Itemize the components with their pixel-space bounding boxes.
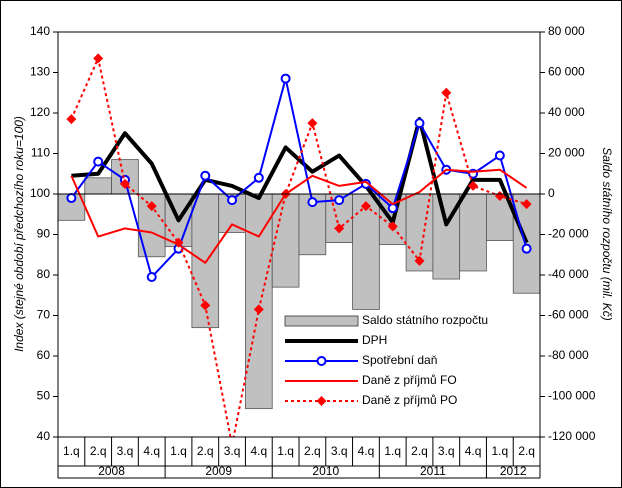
x-tick-label: 2.q xyxy=(411,444,428,458)
x-tick-label: 4.q xyxy=(250,444,267,458)
bar xyxy=(459,193,487,272)
y2-tick-label: -20 000 xyxy=(548,227,589,241)
x-tick-label: 2.q xyxy=(518,444,535,458)
x-tick-label: 3.q xyxy=(331,444,348,458)
x-tick-label: 3.q xyxy=(438,444,455,458)
y-tick-label: 70 xyxy=(37,308,51,322)
marker xyxy=(280,73,291,84)
marker xyxy=(360,201,371,212)
x-tick-label: 2.q xyxy=(304,444,321,458)
marker xyxy=(200,300,211,311)
legend-label: Daně z příjmů PO xyxy=(362,393,457,407)
marker xyxy=(200,170,211,181)
y2-tick-label: -120 000 xyxy=(548,429,596,443)
marker xyxy=(334,195,345,206)
marker xyxy=(316,396,327,406)
marker xyxy=(146,201,157,212)
x-tick-label: 3.q xyxy=(224,444,241,458)
marker xyxy=(387,221,398,232)
marker xyxy=(66,193,77,204)
y-tick-label: 40 xyxy=(37,429,51,443)
x-tick-label: 3.q xyxy=(117,444,134,458)
marker xyxy=(316,356,327,366)
x-tick-label: 1.q xyxy=(170,444,187,458)
bar xyxy=(245,193,273,410)
marker xyxy=(387,203,398,214)
marker xyxy=(414,118,425,129)
legend-label: Spotřební daň xyxy=(362,353,437,367)
y2-tick-label: -40 000 xyxy=(548,267,589,281)
y-tick-label: 90 xyxy=(37,227,51,241)
marker xyxy=(307,197,318,208)
legend: Saldo státního rozpočtu DPH Spotřební daň D… xyxy=(283,310,537,414)
y-tick-label: 50 xyxy=(37,389,51,403)
y-axis-title: Index (stejné období předchozího roku=10… xyxy=(12,116,26,352)
marker xyxy=(173,237,184,248)
x-group-label: 2011 xyxy=(420,464,446,478)
y2-tick-label: -60 000 xyxy=(548,308,589,322)
marker xyxy=(414,255,425,266)
y-tick-label: 120 xyxy=(30,105,50,119)
x-group-label: 2009 xyxy=(205,464,232,478)
line xyxy=(70,168,528,264)
y-tick-label: 60 xyxy=(37,348,51,362)
marker xyxy=(468,180,479,191)
marker xyxy=(93,156,104,167)
x-group-label: 2010 xyxy=(312,464,339,478)
marker xyxy=(521,243,532,254)
marker xyxy=(119,178,130,189)
legend-label: DPH xyxy=(362,333,387,347)
marker xyxy=(253,304,264,315)
marker xyxy=(307,118,318,129)
legend-swatch xyxy=(284,315,359,327)
y2-tick-label: 0 xyxy=(548,186,555,200)
bar xyxy=(352,193,380,310)
legend-label: Saldo státního rozpočtu xyxy=(362,313,488,327)
marker xyxy=(93,53,104,64)
marker xyxy=(334,223,345,234)
x-tick-label: 4.q xyxy=(143,444,160,458)
y2-tick-label: 40 000 xyxy=(548,105,585,119)
y-tick-label: 80 xyxy=(37,267,51,281)
x-tick-label: 1.q xyxy=(277,444,294,458)
y-tick-label: 110 xyxy=(31,146,50,160)
marker xyxy=(441,87,452,98)
marker xyxy=(146,272,157,283)
marker xyxy=(227,195,238,206)
x-group-label: 2012 xyxy=(500,464,527,478)
x-group-label: 2008 xyxy=(98,464,125,478)
x-tick-label: 4.q xyxy=(465,444,482,458)
y2-tick-label: 60 000 xyxy=(548,65,585,79)
marker xyxy=(253,172,264,183)
marker xyxy=(494,150,505,161)
y-tick-label: 130 xyxy=(30,65,50,79)
legend-label: Daně z příjmů FO xyxy=(362,373,457,387)
x-tick-label: 2.q xyxy=(197,444,214,458)
y2-tick-label: 20 000 xyxy=(548,146,585,160)
x-tick-label: 4.q xyxy=(358,444,375,458)
bar xyxy=(84,177,112,195)
line xyxy=(70,57,527,437)
marker xyxy=(521,199,532,210)
y2-axis-title: Saldo státního rozpočtu (mil. Kč) xyxy=(600,147,614,320)
plot-area xyxy=(58,53,540,437)
x-tick-label: 2.q xyxy=(90,444,107,458)
marker xyxy=(66,114,77,125)
x-tick-label: 1.q xyxy=(491,444,508,458)
y2-tick-label: -80 000 xyxy=(548,348,589,362)
y2-tick-label: -100 000 xyxy=(548,389,596,403)
line xyxy=(71,117,529,244)
x-tick-label: 1.q xyxy=(63,444,80,458)
y-tick-label: 100 xyxy=(30,186,50,200)
y-tick-label: 140 xyxy=(30,24,50,38)
x-tick-label: 1.q xyxy=(384,444,401,458)
y2-tick-label: 80 000 xyxy=(548,24,585,38)
bar xyxy=(512,193,540,294)
